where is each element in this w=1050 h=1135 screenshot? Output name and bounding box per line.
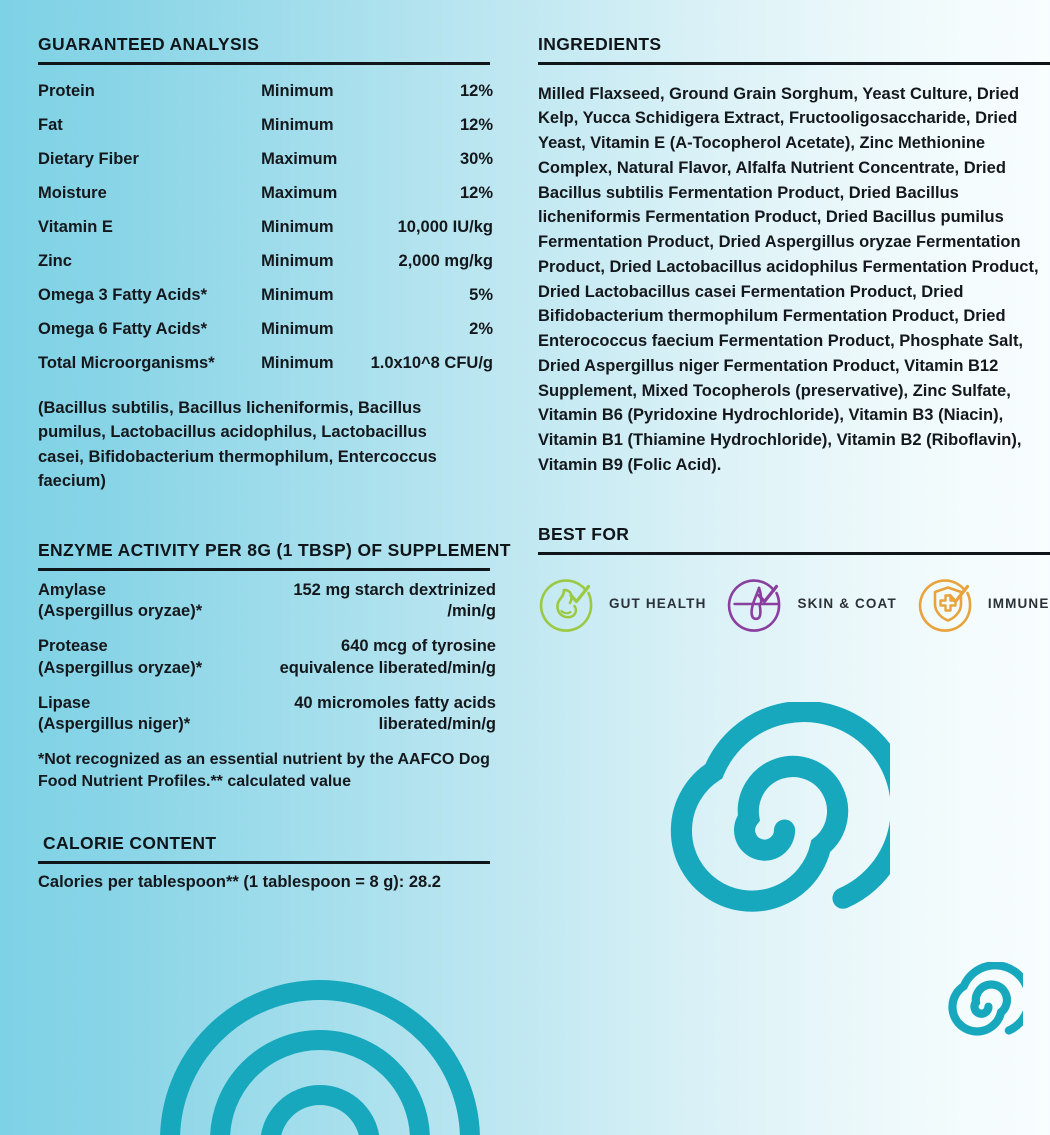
table-row: Total Microorganisms* Minimum 1.0x10^8 C… xyxy=(38,346,493,380)
microorganism-strain-note: (Bacillus subtilis, Bacillus licheniform… xyxy=(38,399,437,491)
section-divider xyxy=(38,62,490,65)
nutrient-name: Total Microorganisms* xyxy=(38,353,215,372)
table-row: Protease (Aspergillus oryzae)* 640 mcg o… xyxy=(38,636,496,680)
nutrient-value: 12% xyxy=(459,81,493,100)
nutrient-qualifier: Minimum xyxy=(261,217,334,236)
enzyme-name: Lipase (Aspergillus niger)* xyxy=(38,693,191,734)
enzyme-name: Protease (Aspergillus oryzae)* xyxy=(38,637,203,677)
nutrient-value: 5% xyxy=(469,285,493,304)
calories-per-tablespoon: Calories per tablespoon** (1 tablespoon … xyxy=(38,873,441,892)
nutrient-value: 2% xyxy=(469,319,493,338)
nutrient-value: 30% xyxy=(459,149,493,168)
table-row: Moisture Maximum 12% xyxy=(38,176,493,210)
nutrient-value: 12% xyxy=(459,183,493,202)
hair-follicle-icon xyxy=(728,578,781,632)
nutrient-name: Zinc xyxy=(38,251,72,270)
shield-cross-icon xyxy=(918,578,972,632)
nutrient-name: Fat xyxy=(38,115,63,134)
guaranteed-analysis-title: GUARANTEED ANALYSIS xyxy=(38,34,260,54)
guaranteed-analysis-section: GUARANTEED ANALYSIS Protein Minimum 12% … xyxy=(38,34,500,494)
guaranteed-analysis-table: Protein Minimum 12% Fat Minimum 12% Diet… xyxy=(38,74,493,380)
badge-label: SKIN & COAT xyxy=(797,596,897,611)
table-row: Omega 3 Fatty Acids* Minimum 5% xyxy=(38,278,493,312)
nutrient-name: Vitamin E xyxy=(38,217,113,236)
table-row: Dietary Fiber Maximum 30% xyxy=(38,142,493,176)
label-page: GUARANTEED ANALYSIS Protein Minimum 12% … xyxy=(0,34,1050,1080)
table-row: Fat Minimum 12% xyxy=(38,108,493,142)
section-divider xyxy=(38,567,490,571)
nutrient-value: 10,000 IU/kg xyxy=(397,217,493,236)
table-row: Amylase (Aspergillus oryzae)* 152 mg sta… xyxy=(38,580,496,624)
enzyme-value: 152 mg starch dextrinized /min/g xyxy=(293,580,496,621)
section-divider xyxy=(538,551,1050,555)
table-row: Protein Minimum 12% xyxy=(38,74,493,108)
section-divider xyxy=(38,861,490,865)
calorie-content-title: CALORIE CONTENT xyxy=(43,833,217,854)
table-row: Zinc Minimum 2,000 mg/kg xyxy=(38,244,493,278)
nutrient-value: 1.0x10^8 CFU/g xyxy=(370,353,493,372)
enzyme-name: Amylase (Aspergillus oryzae)* xyxy=(38,580,203,621)
badge-skin-coat: SKIN & COAT xyxy=(726,573,896,635)
nutrient-qualifier: Minimum xyxy=(261,115,334,134)
nutrient-name: Protein xyxy=(38,81,95,100)
section-divider xyxy=(538,62,1050,65)
enzyme-activity-section: ENZYME ACTIVITY PER 8G (1 TBSP) OF SUPPL… xyxy=(38,539,511,794)
table-row: Vitamin E Minimum 10,000 IU/kg xyxy=(38,210,493,244)
nutrient-value: 12% xyxy=(459,115,493,134)
nutrient-qualifier: Minimum xyxy=(261,353,334,372)
badge-immune: IMMUNE xyxy=(917,573,1050,635)
aafco-footnote: *Not recognized as an essential nutrient… xyxy=(38,751,490,791)
right-column: INGREDIENTS Milled Flaxseed, Ground Grai… xyxy=(38,34,1050,1080)
ingredients-section: INGREDIENTS Milled Flaxseed, Ground Grai… xyxy=(538,34,1050,478)
nutrient-name: Omega 6 Fatty Acids* xyxy=(38,319,208,338)
table-row: Omega 6 Fatty Acids* Minimum 2% xyxy=(38,312,493,346)
nutrient-qualifier: Minimum xyxy=(261,285,334,304)
nutrient-name: Omega 3 Fatty Acids* xyxy=(38,285,208,304)
best-for-section: BEST FOR GUT HEALTH xyxy=(538,524,1050,635)
nutrient-qualifier: Maximum xyxy=(261,149,338,168)
nutrient-value: 2,000 mg/kg xyxy=(398,251,493,270)
best-for-badges: GUT HEALTH SKIN & COAT xyxy=(538,573,1050,635)
nutrient-name: Dietary Fiber xyxy=(38,149,139,168)
badge-label: GUT HEALTH xyxy=(609,596,707,611)
left-column: GUARANTEED ANALYSIS Protein Minimum 12% … xyxy=(0,34,511,1080)
calorie-content-section: CALORIE CONTENT Calories per tablespoon*… xyxy=(38,833,500,892)
nutrient-qualifier: Minimum xyxy=(261,251,334,270)
ingredients-title: INGREDIENTS xyxy=(538,34,662,54)
stomach-icon xyxy=(539,578,593,632)
badge-gut-health: GUT HEALTH xyxy=(538,573,706,635)
nutrient-qualifier: Maximum xyxy=(261,183,338,202)
badge-label: IMMUNE xyxy=(987,596,1050,611)
best-for-title: BEST FOR xyxy=(538,523,630,544)
nutrient-name: Moisture xyxy=(38,183,107,202)
enzyme-value: 40 micromoles fatty acids liberated/min/… xyxy=(294,693,496,734)
table-row: Lipase (Aspergillus niger)* 40 micromole… xyxy=(38,693,496,737)
enzyme-activity-title: ENZYME ACTIVITY PER 8G (1 TBSP) OF SUPPL… xyxy=(38,539,511,560)
enzyme-value: 640 mcg of tyrosine equivalence liberate… xyxy=(279,637,496,677)
nutrient-qualifier: Minimum xyxy=(261,319,334,338)
ingredients-list: Milled Flaxseed, Ground Grain Sorghum, Y… xyxy=(538,84,1039,474)
nutrient-qualifier: Minimum xyxy=(261,81,334,100)
